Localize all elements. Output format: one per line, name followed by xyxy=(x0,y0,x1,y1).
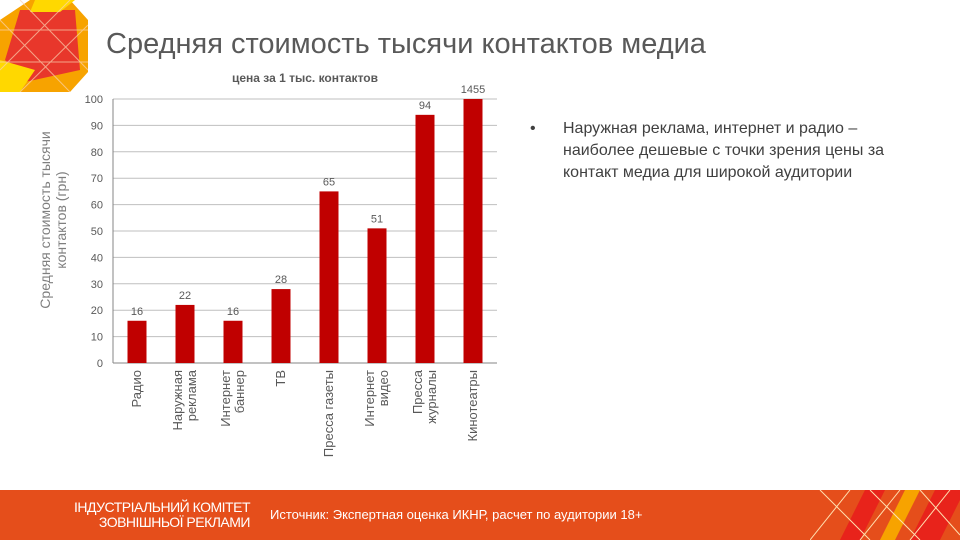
data-label: 1455 xyxy=(461,84,485,96)
organization-name: ІНДУСТРІАЛЬНИЙ КОМІТЕТ ЗОВНІШНЬОЇ РЕКЛАМ… xyxy=(55,500,250,530)
data-label: 22 xyxy=(179,290,191,302)
data-label: 28 xyxy=(275,274,287,286)
org-line-1: ІНДУСТРІАЛЬНИЙ КОМІТЕТ xyxy=(74,499,250,515)
bar xyxy=(319,191,339,363)
y-tick-label: 80 xyxy=(91,147,103,159)
y-tick-label: 30 xyxy=(91,279,103,291)
y-tick-label: 90 xyxy=(91,120,103,132)
bar xyxy=(175,304,195,363)
bar xyxy=(223,320,243,363)
y-tick-label: 70 xyxy=(91,173,103,185)
footer-bar: ІНДУСТРІАЛЬНИЙ КОМІТЕТ ЗОВНІШНЬОЇ РЕКЛАМ… xyxy=(0,490,960,540)
bar xyxy=(271,289,291,363)
x-tick-label: Прессажурналы xyxy=(410,369,439,424)
x-tick-label: Интернетбаннер xyxy=(218,370,247,427)
y-axis-label: Средняя стоимость тысячиконтактов (грн) xyxy=(37,131,69,308)
data-label: 51 xyxy=(371,213,383,225)
y-tick-label: 40 xyxy=(91,252,103,264)
data-label: 16 xyxy=(131,306,143,318)
y-tick-label: 20 xyxy=(91,305,103,317)
logo-icon xyxy=(0,0,88,92)
org-line-2: ЗОВНІШНЬОЇ РЕКЛАМИ xyxy=(98,514,251,530)
bullet-symbol: • xyxy=(530,120,536,137)
x-tick-label: Радио xyxy=(129,370,144,408)
x-tick-label: Наружнаяреклама xyxy=(170,369,199,430)
bullet-text: Наружная реклама, интернет и радио – наи… xyxy=(563,120,885,181)
y-tick-label: 60 xyxy=(91,200,103,212)
x-tick-label: Кинотеатры xyxy=(465,370,480,441)
slide-title: Средняя стоимость тысячи контактов медиа xyxy=(106,28,706,60)
bullet-point: • Наружная реклама, интернет и радио – н… xyxy=(530,118,930,184)
chart-title: цена за 1 тыс. контактов xyxy=(232,71,378,85)
bar xyxy=(463,99,483,363)
y-tick-label: 50 xyxy=(91,226,103,238)
y-tick-label: 0 xyxy=(97,358,103,370)
bar-chart: цена за 1 тыс. контактов 0 10 20 30 40 50 60 70 8… xyxy=(37,71,497,457)
decorative-pattern-icon xyxy=(810,490,960,540)
data-label: 16 xyxy=(227,306,239,318)
x-tick-label: Пресса газеты xyxy=(321,370,336,457)
y-tick-label: 10 xyxy=(91,332,103,344)
data-label: 94 xyxy=(419,100,431,112)
data-label: 65 xyxy=(323,176,335,188)
source-note: Источник: Экспертная оценка ИКНР, расчет… xyxy=(270,507,643,522)
bar xyxy=(367,228,387,363)
x-tick-label: Интернетвидео xyxy=(362,370,391,427)
x-tick-label: ТВ xyxy=(273,370,288,387)
bar xyxy=(415,114,435,363)
y-tick-label: 100 xyxy=(85,94,103,106)
bar xyxy=(127,320,147,363)
